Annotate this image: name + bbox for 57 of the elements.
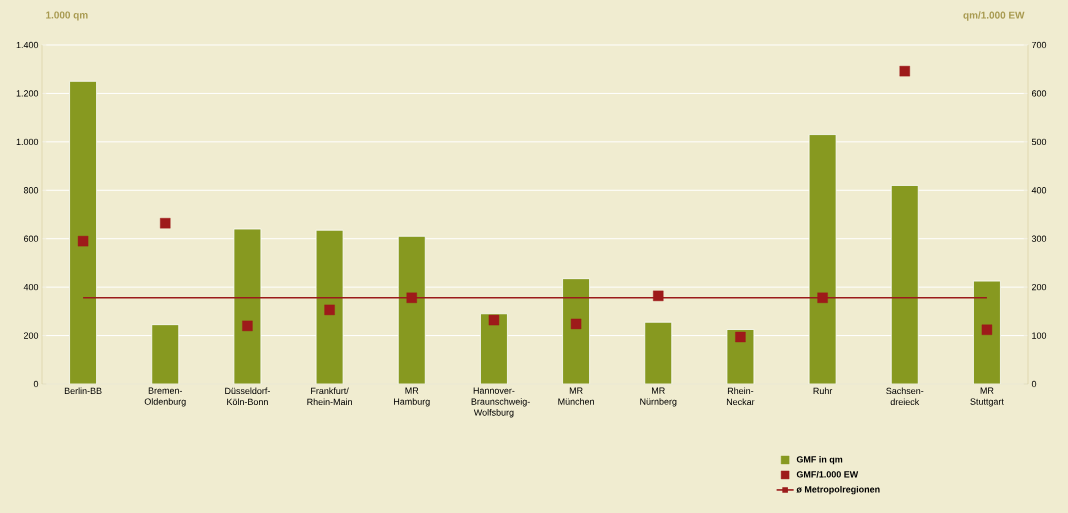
x-tick-label: MR München (558, 387, 594, 405)
bar (644, 321, 673, 384)
bar (69, 80, 97, 384)
y-tick-label: 1.400 (16, 41, 39, 49)
y2-tick-label: 100 (1032, 332, 1047, 339)
y2-tick-label: 300 (1031, 235, 1047, 242)
y-tick-label: 200 (23, 332, 39, 339)
point (899, 65, 910, 77)
x-tick-label: Hannover-Braunschweig-Wolfsburg (471, 387, 530, 418)
x-tick-label: Sachsen-dreieck (886, 387, 924, 406)
legend-label: ø Metropolregionen (796, 485, 880, 495)
y-tick-label: 0 (33, 380, 39, 388)
bar (315, 229, 344, 384)
y-tick-label: 1.200 (16, 90, 39, 97)
point (242, 320, 253, 332)
y-tick-label: 600 (23, 235, 39, 242)
point (488, 314, 500, 326)
point (981, 324, 993, 335)
legend-label: GMF in qm (796, 455, 843, 465)
x-tick-label: Berlin-BB (64, 387, 102, 395)
x-tick-label: MR Stuttgart (970, 387, 1004, 407)
x-tick-label: Ruhr (813, 387, 833, 395)
y2-tick-label: 0 (1031, 380, 1037, 388)
x-tick-label: Bremen-Oldenburg (144, 387, 186, 407)
point (570, 318, 582, 330)
bar (808, 134, 837, 384)
y2-axis-title: qm/1.000 EW (963, 11, 1025, 21)
bar (890, 185, 919, 384)
bar (480, 313, 508, 384)
point (77, 235, 89, 247)
bar (233, 228, 262, 384)
y-axis-title: 1.000 qm (46, 11, 88, 21)
bar (726, 329, 755, 384)
y-tick-label: 1.000 (16, 138, 39, 146)
y2-tick-label: 200 (1031, 283, 1047, 291)
x-tick-label: Düsseldorf-Köln-Bonn (225, 387, 270, 406)
x-tick-label: Frankfurt/ Rhein-Main (307, 387, 352, 406)
y-tick-label: 400 (23, 283, 39, 291)
bar (397, 235, 426, 384)
point (160, 218, 171, 229)
point (653, 290, 664, 302)
x-tick-label: MR Nürnberg (640, 387, 677, 407)
y2-tick-label: 700 (1031, 41, 1047, 49)
bar (973, 280, 1001, 384)
point (817, 292, 828, 303)
y2-tick-label: 500 (1031, 138, 1047, 146)
point (324, 304, 335, 316)
x-tick-label: Rhein-Neckar (726, 387, 755, 406)
bar (151, 324, 180, 384)
y-tick-label: 800 (23, 187, 39, 194)
point (406, 292, 417, 303)
x-tick-label: MR Hamburg (394, 387, 430, 407)
y2-tick-label: 600 (1031, 90, 1047, 97)
y2-tick-label: 400 (1031, 187, 1047, 194)
point (735, 331, 746, 343)
bar (562, 278, 590, 384)
legend-label: GMF/1.000 EW (796, 470, 859, 478)
